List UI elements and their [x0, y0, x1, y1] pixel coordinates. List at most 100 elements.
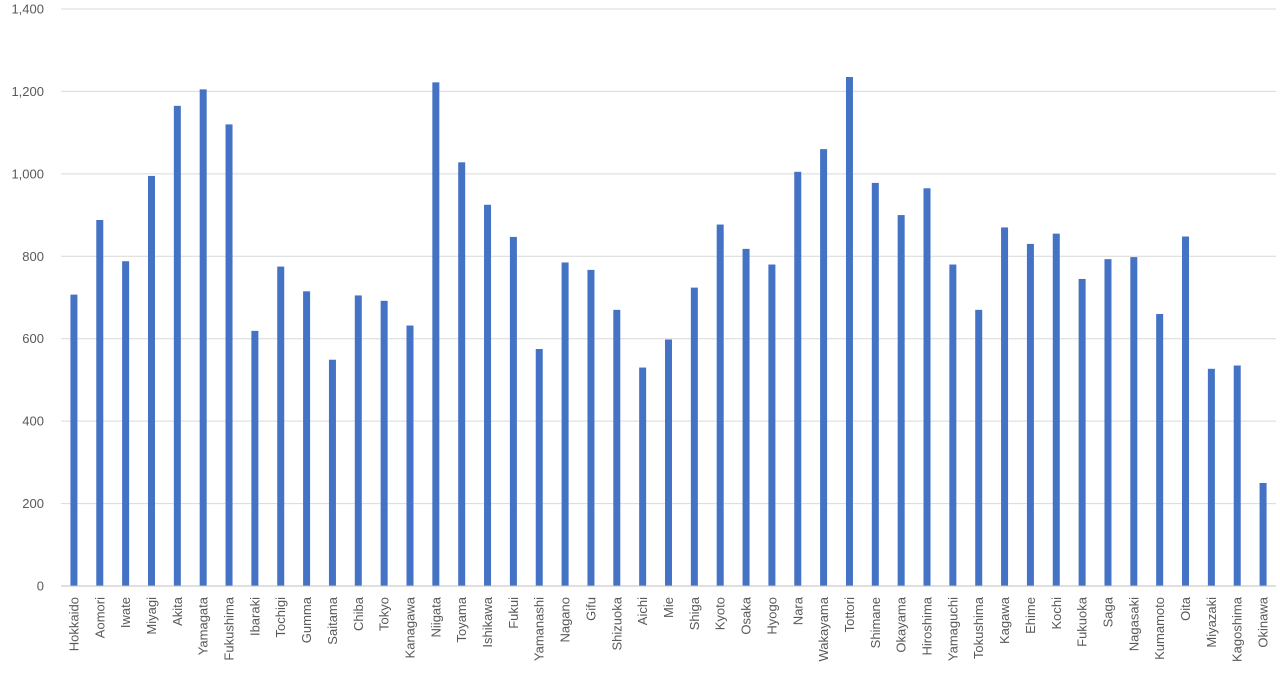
bar-aichi	[639, 367, 647, 586]
x-tick-label: Fukuoka	[1075, 596, 1090, 647]
x-tick-label: Fukui	[506, 597, 521, 629]
bar-shizuoka	[613, 309, 621, 586]
x-tick-label: Saitama	[325, 596, 340, 644]
x-tick-label: Shiga	[687, 596, 702, 630]
x-tick-label: Kanagawa	[402, 596, 417, 658]
bar-hokkaido	[70, 294, 78, 586]
bar-kumamoto	[1156, 313, 1164, 586]
x-tick-label: Miyagi	[144, 597, 159, 635]
x-tick-label: Ehime	[1023, 597, 1038, 634]
x-tick-label: Niigata	[428, 596, 443, 637]
y-tick-label: 800	[22, 249, 44, 264]
bar-tottori	[845, 77, 853, 586]
bar-gumma	[303, 291, 311, 586]
x-tick-label: Toyama	[454, 596, 469, 642]
bar-kyoto	[716, 224, 724, 587]
bar-toyama	[458, 162, 466, 586]
bar-ishikawa	[484, 204, 492, 586]
x-tick-label: Chiba	[351, 596, 366, 631]
bar-yamaguchi	[949, 264, 957, 586]
x-tick-label: Iwate	[118, 597, 133, 628]
bar-tokushima	[975, 309, 983, 586]
bar-osaka	[742, 248, 750, 586]
x-tick-label: Gifu	[583, 597, 598, 621]
x-tick-label: Miyazaki	[1204, 597, 1219, 648]
bar-saitama	[328, 359, 336, 586]
bar-fukui	[509, 236, 517, 587]
x-tick-label: Shimane	[868, 597, 883, 648]
bar-ibaraki	[251, 330, 259, 586]
x-tick-label: Hiroshima	[920, 596, 935, 655]
y-tick-label: 0	[37, 579, 44, 594]
bar-wakayama	[820, 149, 828, 586]
x-tick-label: Tokushima	[971, 596, 986, 659]
bar-hyogo	[768, 264, 776, 586]
bar-kagoshima	[1233, 365, 1241, 586]
x-tick-label: Mie	[661, 597, 676, 618]
x-tick-label: Fukushima	[222, 596, 237, 660]
bar-okinawa	[1259, 482, 1267, 586]
bar-yamanashi	[535, 349, 543, 586]
x-tick-label: Tottori	[842, 597, 857, 633]
bar-yamagata	[199, 89, 207, 587]
bar-nagano	[561, 262, 569, 586]
x-tick-label: Kagoshima	[1230, 596, 1245, 662]
x-tick-label: Tochigi	[273, 597, 288, 638]
x-tick-label: Kumamoto	[1152, 597, 1167, 660]
x-tick-label: Oita	[1178, 596, 1193, 621]
bar-gifu	[587, 269, 595, 586]
y-tick-label: 1,200	[11, 84, 44, 99]
gridlines	[61, 8, 1276, 505]
x-tick-label: Saga	[1100, 596, 1115, 627]
bar-fukushima	[225, 124, 233, 587]
x-tick-label: Ibaraki	[247, 597, 262, 636]
bar-shimane	[871, 182, 879, 587]
bar-mie	[665, 339, 672, 586]
bar-miyazaki	[1207, 368, 1215, 586]
x-tick-label: Ishikawa	[480, 596, 495, 647]
x-tick-label: Kochi	[1049, 597, 1064, 630]
x-tick-label: Yamagata	[196, 596, 211, 655]
bar-miyagi	[147, 175, 155, 587]
x-tick-label: Yamanashi	[532, 597, 547, 661]
x-tick-label: Wakayama	[816, 596, 831, 661]
x-tick-label: Gumma	[299, 596, 314, 643]
x-tick-label: Kagawa	[997, 596, 1012, 644]
bar-nagasaki	[1130, 257, 1138, 586]
bar-shiga	[690, 287, 698, 586]
x-tick-label: Osaka	[739, 596, 754, 634]
y-tick-label: 400	[22, 414, 44, 429]
x-tick-label: Okinawa	[1256, 596, 1271, 647]
bar-kagawa	[1001, 227, 1009, 586]
bars	[70, 77, 1267, 587]
bar-okayama	[897, 215, 905, 586]
x-tick-label: Hyogo	[764, 597, 779, 635]
y-axis-tick-labels: 0 200 400 600 800 1,000 1,200 1,400	[11, 2, 44, 594]
y-tick-label: 1,000	[11, 166, 44, 181]
bar-fukuoka	[1078, 278, 1086, 586]
x-tick-label: Nara	[790, 596, 805, 625]
x-tick-label: Akita	[170, 596, 185, 626]
x-tick-label: Nagano	[558, 597, 573, 643]
bar-kanagawa	[406, 325, 414, 586]
bar-nara	[794, 171, 802, 587]
bar-chiba	[354, 295, 362, 586]
bar-tochigi	[277, 266, 285, 586]
x-tick-label: Tokyo	[377, 597, 392, 631]
x-tick-label: Hokkaido	[66, 597, 81, 651]
bar-oita	[1182, 236, 1190, 586]
bar-niigata	[432, 82, 440, 587]
y-tick-label: 200	[22, 496, 44, 511]
x-tick-label: Aomori	[92, 597, 107, 638]
x-tick-label: Shizuoka	[609, 596, 624, 650]
x-tick-label: Nagasaki	[1126, 597, 1141, 651]
x-axis-tick-labels: Hokkaido Aomori Iwate Miyagi Akita Yamagata Fu…	[66, 596, 1270, 662]
bar-akita	[173, 105, 181, 586]
x-tick-label: Aichi	[635, 597, 650, 625]
y-tick-label: 1,400	[11, 2, 44, 17]
bar-saga	[1104, 259, 1112, 586]
x-tick-label: Yamaguchi	[945, 597, 960, 661]
x-tick-label: Okayama	[894, 596, 909, 652]
bar-iwate	[122, 261, 130, 586]
y-tick-label: 600	[22, 331, 44, 346]
